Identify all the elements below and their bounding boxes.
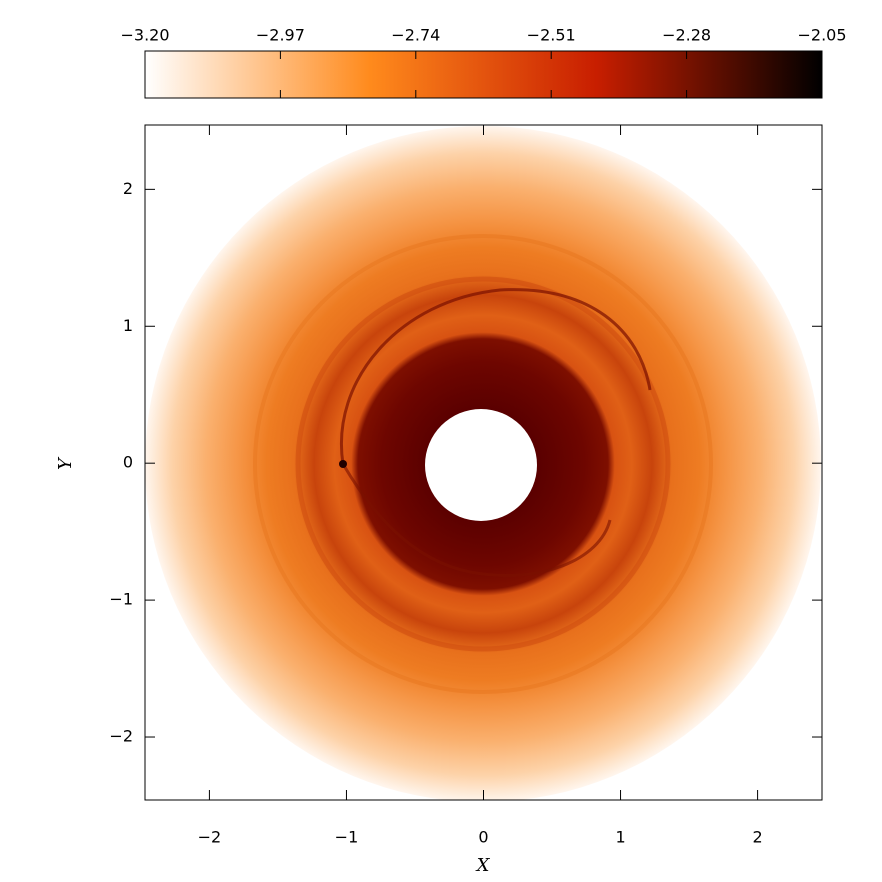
y-tick-label: −2 bbox=[109, 727, 133, 746]
y-tick-label: 1 bbox=[123, 316, 133, 335]
colorbar-tick-label: −3.20 bbox=[120, 26, 169, 45]
colorbar-tick-label: −2.97 bbox=[256, 26, 305, 45]
colorbar-tick-label: −2.74 bbox=[391, 26, 440, 45]
spiral-arm bbox=[341, 463, 612, 577]
ring bbox=[253, 234, 713, 694]
colorbar-tick-label: −2.05 bbox=[797, 26, 846, 45]
spiral-arm bbox=[340, 288, 652, 465]
colorbar bbox=[144, 50, 823, 99]
colorbar-tick-label: −2.28 bbox=[662, 26, 711, 45]
disk-image bbox=[145, 126, 821, 800]
y-tick-label: 2 bbox=[123, 179, 133, 198]
x-tick-label: −2 bbox=[198, 828, 222, 847]
planet bbox=[339, 460, 347, 468]
x-tick-label: 0 bbox=[478, 828, 488, 847]
x-axis-label: X bbox=[475, 855, 491, 876]
x-tick-label: 1 bbox=[615, 828, 625, 847]
colorbar-tick-label: −2.51 bbox=[527, 26, 576, 45]
y-axis-label: Y bbox=[55, 456, 76, 470]
inner-hole bbox=[425, 409, 537, 521]
ring bbox=[295, 276, 671, 652]
x-tick-label: 2 bbox=[752, 828, 762, 847]
x-tick-label: −1 bbox=[335, 828, 359, 847]
y-tick-label: −1 bbox=[109, 590, 133, 609]
y-tick-label: 0 bbox=[123, 453, 133, 472]
